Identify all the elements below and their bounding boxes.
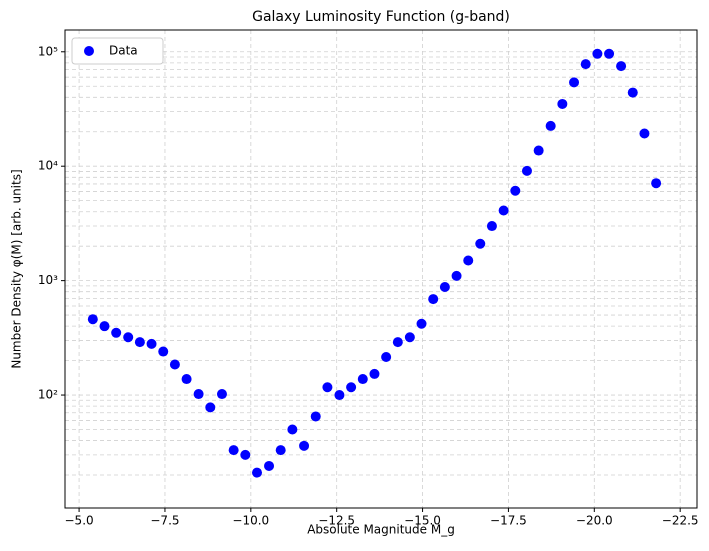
data-point <box>545 120 556 131</box>
data-point <box>451 270 462 281</box>
data-point <box>275 445 286 456</box>
data-point <box>486 221 497 232</box>
legend-box <box>71 37 164 65</box>
data-point <box>287 424 298 435</box>
data-point <box>99 321 110 332</box>
data-point <box>240 449 251 460</box>
data-point <box>475 238 486 249</box>
x-tick-label: −12.5 <box>318 514 355 528</box>
data-point <box>216 389 227 400</box>
data-point <box>498 205 509 216</box>
data-point <box>369 368 380 379</box>
data-point <box>439 281 450 292</box>
data-point <box>416 318 427 329</box>
data-point <box>404 332 415 343</box>
y-tick-label: 10³ <box>38 273 58 287</box>
plot-frame <box>64 29 698 509</box>
x-tick-label: −22.5 <box>662 514 699 528</box>
data-point <box>521 165 532 176</box>
y-tick-label: 10⁴ <box>38 159 58 173</box>
data-point <box>123 332 134 343</box>
data-point <box>651 178 662 189</box>
x-tick-label: −10.0 <box>232 514 269 528</box>
data-point <box>193 389 204 400</box>
data-point <box>310 411 321 422</box>
data-point <box>557 98 568 109</box>
data-point <box>264 460 275 471</box>
data-point <box>334 390 345 401</box>
data-point <box>252 467 263 478</box>
data-point <box>381 352 392 363</box>
data-point <box>158 346 169 357</box>
data-point <box>322 382 333 393</box>
x-tick-label: −17.5 <box>490 514 527 528</box>
legend-label: Data <box>109 44 138 58</box>
chart-title: Galaxy Luminosity Function (g-band) <box>252 9 510 25</box>
data-point <box>228 445 239 456</box>
data-point <box>639 128 650 139</box>
data-point <box>533 145 544 156</box>
data-point <box>87 314 98 325</box>
y-axis-label: Number Density φ(M) [arb. units] <box>10 169 24 368</box>
data-point <box>428 294 439 305</box>
data-point <box>580 59 591 70</box>
y-tick-label: 10² <box>38 388 58 402</box>
data-point <box>181 374 192 385</box>
data-point <box>592 48 603 59</box>
data-point <box>627 87 638 98</box>
data-point <box>510 185 521 196</box>
data-point <box>205 402 216 413</box>
data-point <box>299 440 310 451</box>
legend-marker <box>84 46 94 56</box>
data-point <box>463 255 474 266</box>
data-point <box>111 327 122 338</box>
x-axis-label: Absolute Magnitude M_g <box>307 523 455 537</box>
data-point <box>346 382 357 393</box>
data-point <box>357 374 368 385</box>
data-point <box>134 337 145 348</box>
x-tick-label: −20.0 <box>576 514 613 528</box>
y-tick-label: 10⁵ <box>38 44 58 58</box>
data-point <box>569 77 580 88</box>
x-tick-label: −5.0 <box>65 514 94 528</box>
data-point <box>169 359 180 370</box>
x-tick-label: −7.5 <box>150 514 179 528</box>
data-point <box>604 48 615 59</box>
data-point <box>146 338 157 349</box>
x-tick-label: −15.0 <box>404 514 441 528</box>
data-point <box>616 61 627 72</box>
data-point <box>392 337 403 348</box>
